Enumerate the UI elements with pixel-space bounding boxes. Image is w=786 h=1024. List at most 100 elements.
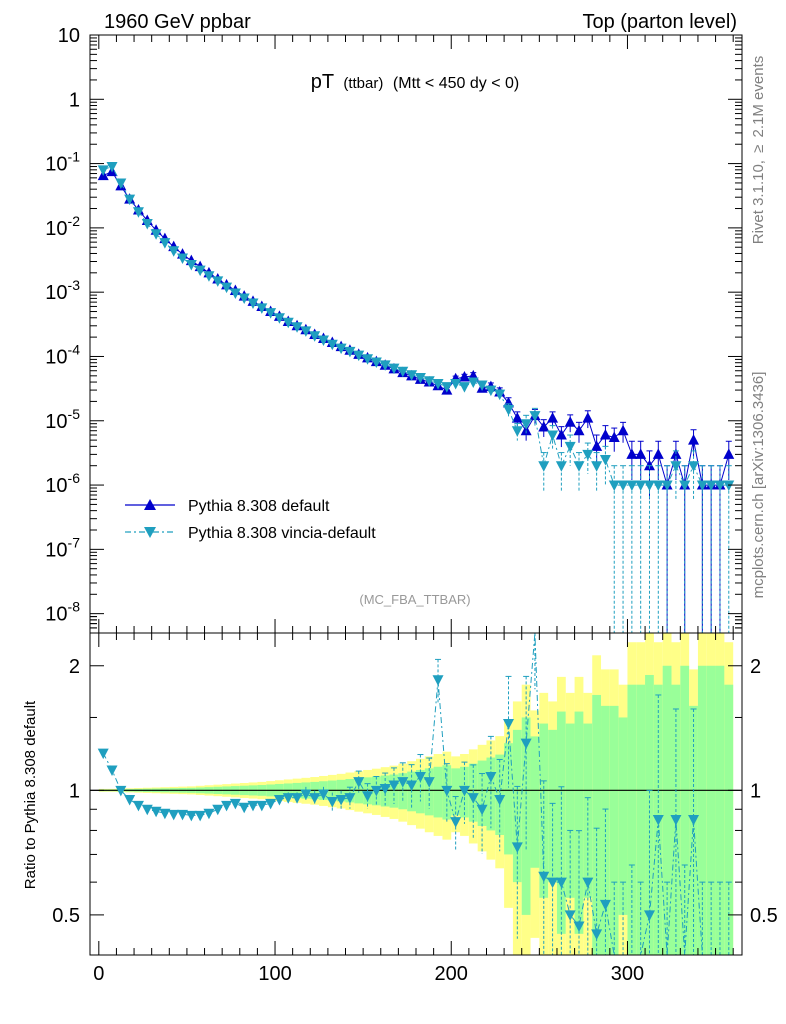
vincia-series-point [300, 326, 312, 337]
vincia-series-point [212, 276, 224, 287]
vincia-series-point [177, 253, 189, 265]
vincia-series-point [344, 346, 356, 358]
ratio-vincia-point [450, 817, 462, 828]
vincia-series-point [423, 376, 435, 387]
main-y-tick-label: 10-1 [45, 149, 80, 176]
default-series-point [617, 424, 629, 436]
ratio-vincia-point [97, 748, 109, 760]
vincia-series-line [103, 165, 729, 487]
vincia-series-point [124, 194, 136, 206]
ratio-vincia-point [282, 793, 294, 804]
vincia-series-point [168, 246, 180, 257]
vincia-series-point [591, 461, 603, 472]
vincia-series-point [503, 404, 515, 416]
band-green [477, 760, 487, 826]
vincia-series-point [221, 282, 233, 294]
vincia-series-point [564, 441, 576, 453]
main-y-tick-label: 10-5 [45, 406, 80, 433]
band-green [697, 665, 707, 955]
vincia-series-point [599, 454, 611, 466]
default-series-point [626, 448, 638, 459]
ratio-ylabel: Ratio to Pythia 8.308 default [22, 700, 39, 889]
ratio-vincia-point [670, 815, 682, 826]
ratio-vincia-point [177, 809, 189, 821]
ratio-vincia-point [106, 765, 118, 776]
ratio-vincia-point [397, 777, 409, 788]
ratio-vincia-point [503, 719, 515, 730]
main-y-tick-label: 10-7 [45, 534, 80, 561]
ratio-y-tick-label: 1 [69, 780, 80, 802]
band-green [433, 766, 443, 818]
mcplots-label: mcplots.cern.ch [arXiv:1306.3436] [750, 372, 767, 599]
vincia-series-point [309, 331, 321, 342]
legend-entry-vincia: Pythia 8.308 vincia-default [125, 525, 376, 542]
ratio-vincia-point [317, 789, 329, 800]
vincia-series-point [362, 354, 374, 365]
ratio-vincia-point [221, 800, 233, 812]
vincia-series-point [326, 339, 338, 351]
ratio-vincia-point [273, 795, 285, 806]
ratio-y-tick-label-right: 2 [750, 656, 761, 678]
ratio-vincia-point [511, 842, 523, 853]
vincia-series-point [397, 366, 409, 378]
default-series-point [555, 429, 567, 440]
main-y-tick-label: 10-6 [45, 470, 80, 497]
band-green [680, 665, 690, 955]
chart-title-sub1: (ttbar) [343, 75, 383, 92]
main-y-tick-label: 10-8 [45, 599, 80, 626]
band-green [539, 723, 549, 898]
band-green [398, 773, 408, 810]
vincia-series-point [370, 357, 382, 369]
vincia-series-point [273, 313, 285, 324]
vincia-series-point [291, 322, 303, 333]
band-green [662, 665, 672, 955]
vincia-series-point [229, 288, 241, 300]
default-series-point [582, 412, 594, 423]
ratio-vincia-point [388, 780, 400, 792]
ratio-vincia-point [432, 675, 444, 686]
chart-title-main: pT [311, 71, 334, 93]
vincia-series-point [106, 162, 118, 173]
band-green [645, 674, 654, 955]
ratio-vincia-point [591, 929, 603, 940]
ratio-vincia-point [344, 793, 356, 804]
vincia-series-point [150, 229, 162, 240]
default-series-point [564, 416, 576, 427]
ratio-vincia-point [423, 777, 435, 788]
band-green [627, 684, 637, 955]
default-series-point [520, 424, 532, 436]
default-series-point [511, 412, 523, 423]
vincia-series-point [520, 419, 532, 430]
default-series-line [102, 170, 730, 487]
vincia-series-point [608, 480, 620, 492]
ratio-x-tick-label: 300 [611, 963, 644, 985]
band-green [504, 743, 513, 855]
ratio-vincia-point [124, 795, 136, 806]
legend-marker-vincia [144, 527, 156, 538]
chart-title-sub2: (Mtt < 450 dy < 0) [393, 75, 519, 92]
default-series-point [643, 459, 655, 471]
legend: Pythia 8.308 default Pythia 8.308 vincia… [125, 498, 376, 542]
band-green [389, 774, 399, 808]
default-series-point [458, 370, 470, 382]
main-y-tick-label: 10-3 [45, 277, 80, 304]
legend-label-vincia: Pythia 8.308 vincia-default [188, 525, 376, 542]
vincia-series-point [555, 461, 567, 472]
vincia-series-point [538, 461, 550, 472]
ratio-x-tick-label: 0 [93, 963, 104, 985]
band-green [724, 684, 734, 955]
ratio-vincia-point [141, 804, 153, 816]
vincia-series-point [159, 238, 171, 249]
main-y-tick-label: 10 [58, 25, 80, 47]
vincia-series-point [282, 317, 294, 329]
header-left: 1960 GeV ppbar [104, 11, 251, 33]
ratio-vincia-point [494, 795, 506, 806]
ratio-vincia-point [265, 798, 277, 810]
band-green [565, 723, 575, 898]
vincia-series-point [688, 461, 700, 472]
ratio-vincia-point [555, 877, 567, 889]
main-panel-content [97, 162, 735, 633]
band-green [424, 768, 434, 816]
band-green [530, 736, 540, 868]
